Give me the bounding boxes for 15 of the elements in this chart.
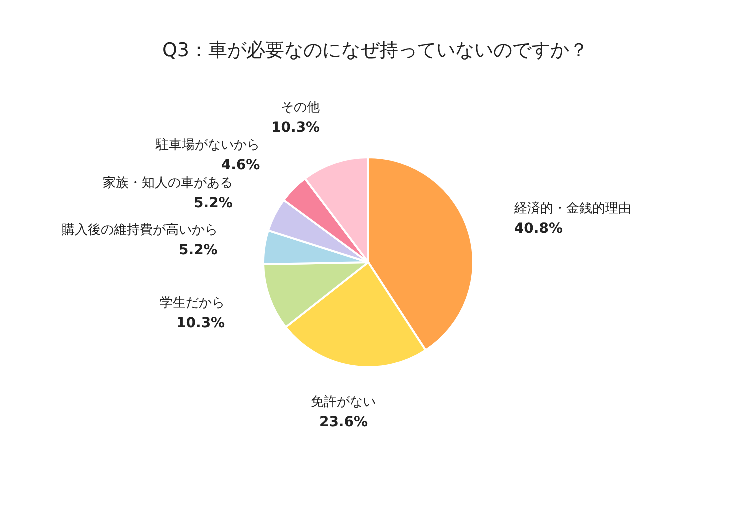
slice-label: その他 [281,100,320,116]
data-label: 23.6% [319,414,368,431]
slice-label: 学生だから [160,296,226,312]
slice-label: 経済的・金銭的理由 [513,200,632,217]
data-label: 5.2% [194,195,233,212]
data-label: 40.8% [514,221,564,238]
data-label: 10.3% [176,316,226,332]
data-label: 4.6% [221,158,260,174]
slice-label: 購入後の維持費が高いから [62,222,218,238]
slice-label: 家族・知人の車がある [102,174,233,191]
data-label: 10.3% [272,120,320,136]
slice-label: 免許がない [311,395,376,410]
slice-label: 駐車場がないから [155,138,260,154]
data-label: 5.2% [179,242,218,259]
chart-title: Q3：車が必要なのになぜ持っていないのですか？ [162,40,589,62]
